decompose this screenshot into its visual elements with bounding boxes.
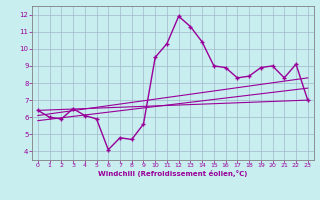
X-axis label: Windchill (Refroidissement éolien,°C): Windchill (Refroidissement éolien,°C) (98, 170, 247, 177)
